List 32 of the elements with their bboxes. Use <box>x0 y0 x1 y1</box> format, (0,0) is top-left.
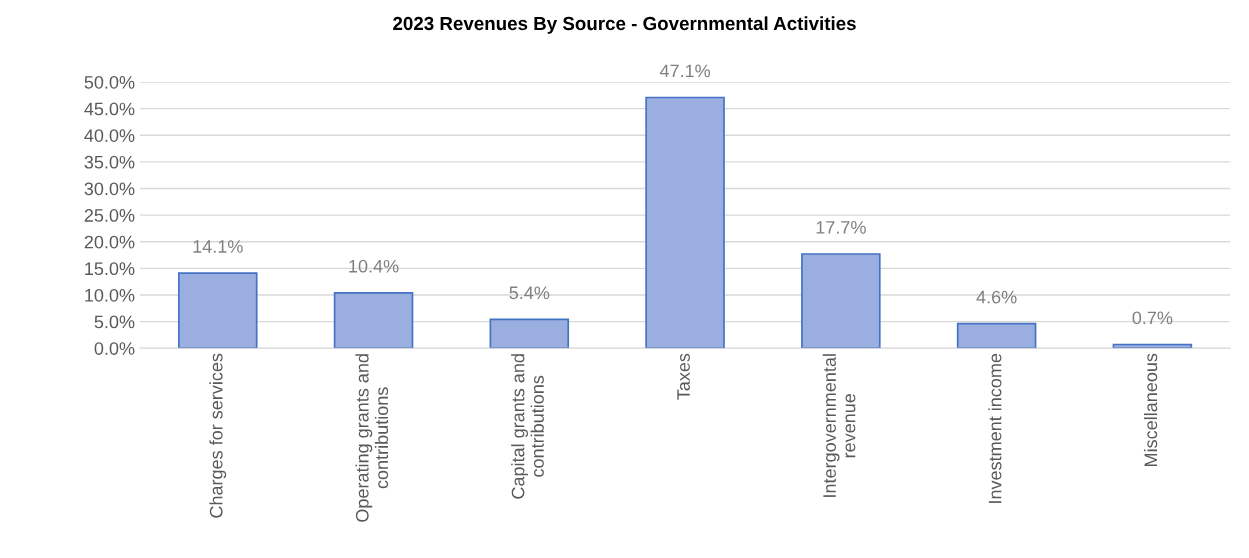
x-tick-label: Capital grants and contributions <box>511 354 544 499</box>
y-tick-label: 5.0% <box>94 315 135 329</box>
data-label: 5.4% <box>509 286 550 300</box>
x-tick-label: Taxes <box>677 353 690 400</box>
x-tick-label: Miscellaneous <box>1143 353 1158 466</box>
bar <box>956 322 1037 349</box>
y-tick-label: 15.0% <box>85 262 135 276</box>
y-tick-label: 20.0% <box>84 235 135 249</box>
y-tick-label: 25.0% <box>84 209 135 222</box>
data-label: 10.4% <box>349 259 399 273</box>
y-tick-label: 40.0% <box>84 129 135 142</box>
x-tick-label: Intergovernmental revenue <box>822 354 856 497</box>
bar <box>177 272 258 349</box>
data-label: 47.1% <box>659 64 711 78</box>
x-tick-label: Charges for services <box>209 353 227 518</box>
bar <box>645 96 725 349</box>
y-tick-label: 35.0% <box>84 155 135 169</box>
bar <box>489 318 570 349</box>
data-label: 0.7% <box>1132 311 1173 325</box>
y-tick-label: 45.0% <box>84 102 135 116</box>
bar <box>801 253 881 349</box>
y-tick-label: 30.0% <box>84 182 135 196</box>
x-tick-label: Investment income <box>988 353 1002 503</box>
y-tick-label: 50.0% <box>84 75 135 89</box>
data-label: 17.7% <box>816 221 866 234</box>
chart-title: 2023 Revenues By Source - Governmental Activities <box>393 16 856 34</box>
y-tick-label: 10.0% <box>85 288 135 302</box>
data-label: 4.6% <box>976 290 1017 304</box>
data-label: 14.1% <box>193 240 243 253</box>
x-tick-label: Operating grants and contributions <box>355 354 389 522</box>
y-tick-label: 0.0% <box>94 342 135 355</box>
bar <box>333 291 414 349</box>
